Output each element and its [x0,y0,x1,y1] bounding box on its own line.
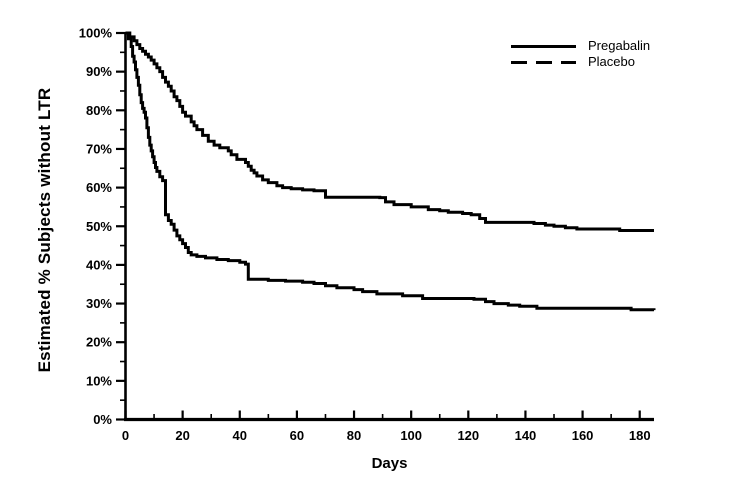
x-tick-label: 120 [457,428,479,443]
y-tick-label: 80% [86,103,112,118]
y-tick-label: 20% [86,335,112,350]
series-curve-placebo [125,31,656,312]
legend-item-placebo: Placebo [511,55,650,69]
x-tick-label: 160 [572,428,594,443]
y-tick-label: 60% [86,180,112,195]
y-tick-label: 0% [93,412,112,427]
series-curve-pregabalin [125,31,654,232]
y-tick-label: 100% [79,26,113,41]
y-axis-title: Estimated % Subjects without LTR [35,87,54,373]
y-tick-label: 50% [86,219,112,234]
x-tick-label: 40 [233,428,247,443]
x-tick-label: 0 [122,428,129,443]
x-axis-title: Days [371,455,408,472]
y-tick-label: 90% [86,64,112,79]
x-tick-label: 80 [347,428,361,443]
legend: Pregabalin Placebo [511,39,650,69]
y-tick-label: 10% [86,373,112,388]
legend-label-placebo: Placebo [588,54,635,69]
x-tick-label: 100 [400,428,422,443]
x-tick-label: 60 [290,428,304,443]
y-tick-label: 70% [86,141,112,156]
x-tick-label: 180 [629,428,651,443]
legend-label-pregabalin: Pregabalin [588,38,651,53]
x-tick-label: 140 [515,428,537,443]
y-tick-label: 30% [86,296,112,311]
solid-line-icon [511,44,576,48]
dashed-line-icon [511,60,576,64]
legend-item-pregabalin: Pregabalin [511,39,650,53]
x-tick-label: 20 [175,428,189,443]
y-tick-label: 40% [86,257,112,272]
